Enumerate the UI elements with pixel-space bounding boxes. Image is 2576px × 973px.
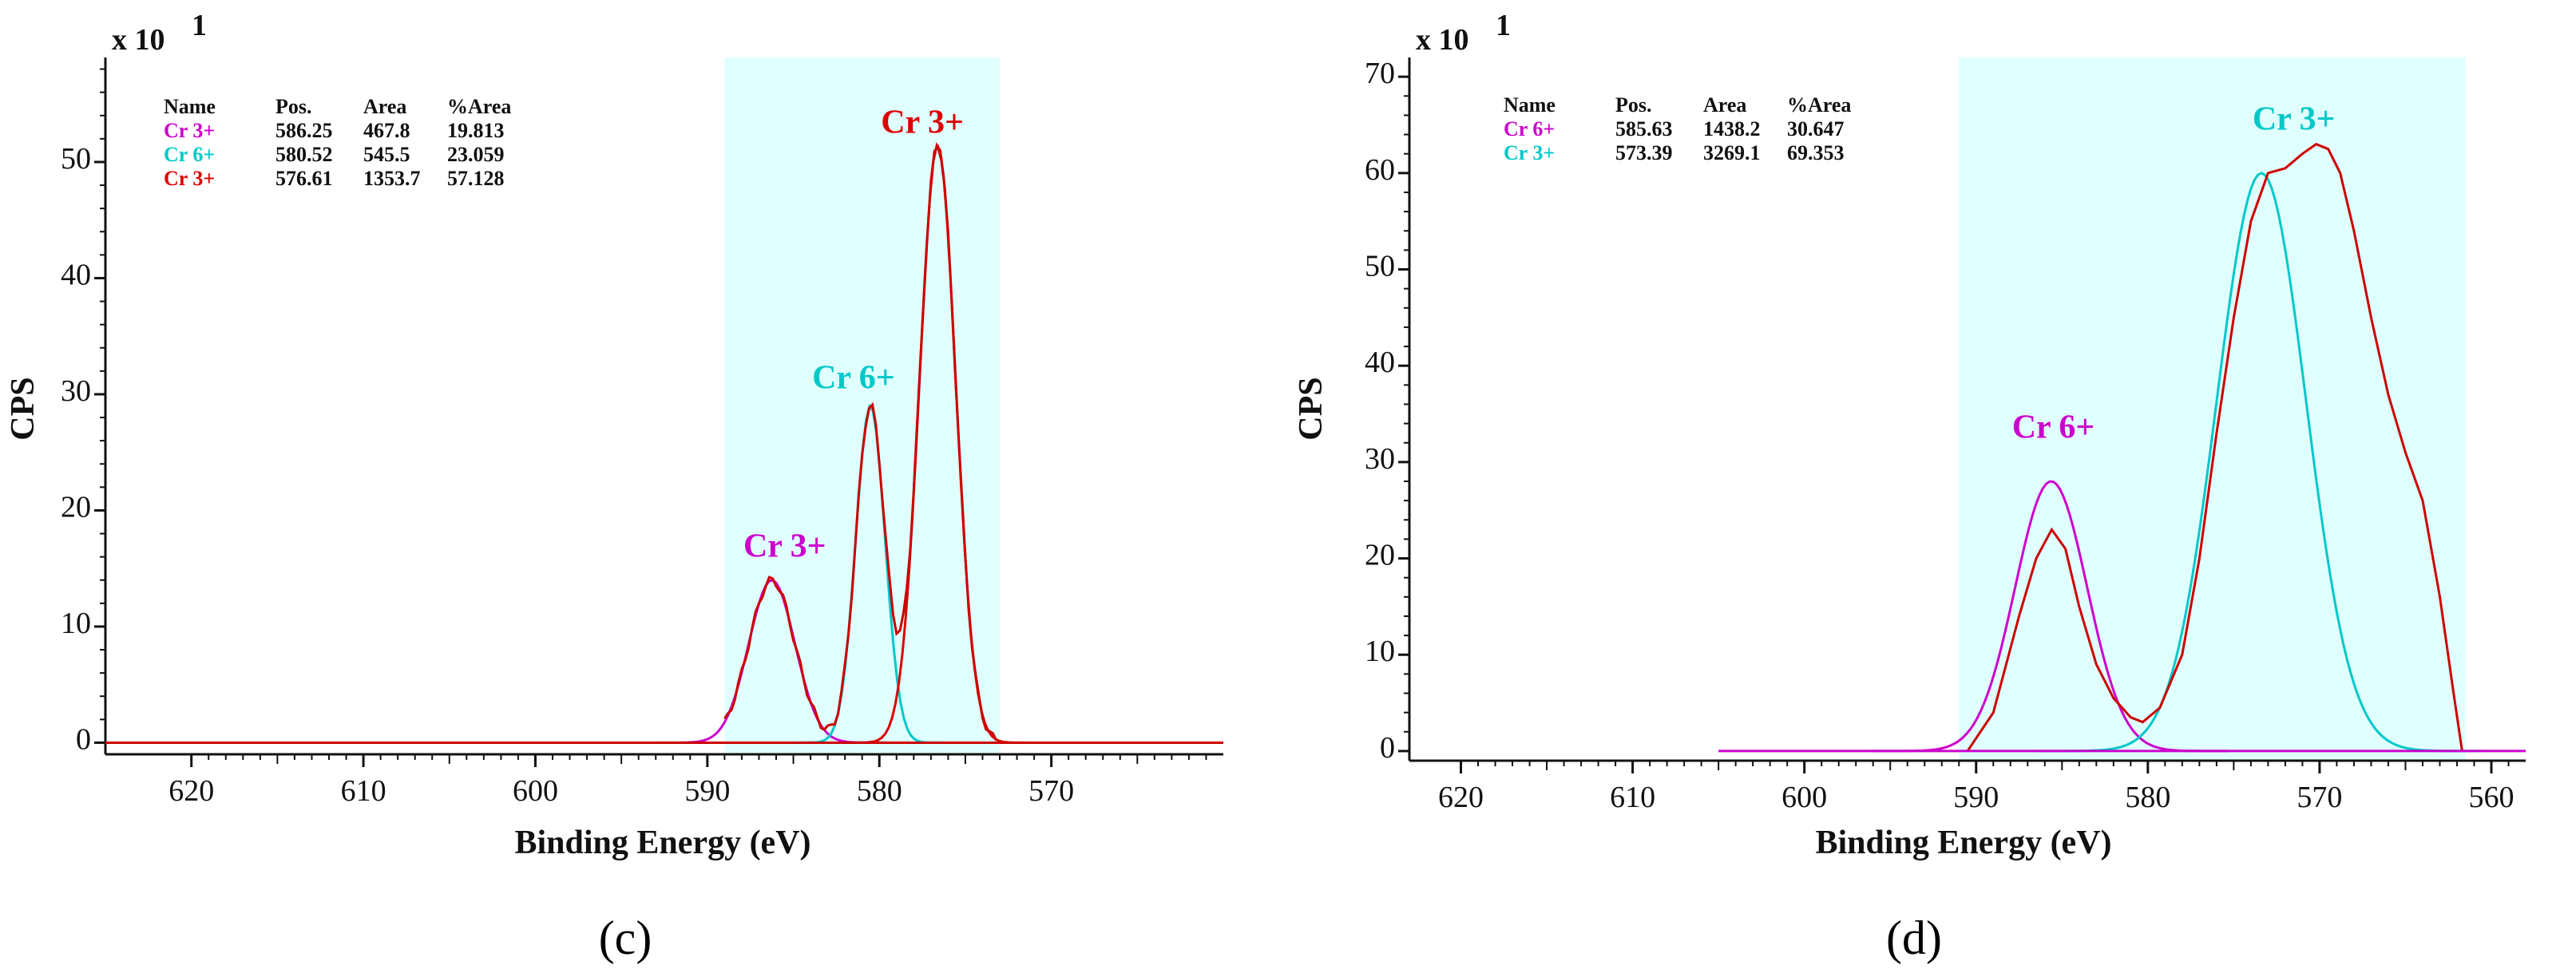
x-tick-label: 620 xyxy=(1438,781,1484,814)
legend-cell-area: 1438.2 xyxy=(1703,117,1761,140)
panel-caption: (c) xyxy=(599,912,652,964)
x-tick-label: 590 xyxy=(684,774,730,808)
legend-cell-name: Cr 3+ xyxy=(164,119,215,142)
chart-panel-c: 0 10 20 30 40 50 620 610 600 590 580 570 Binding Ene… xyxy=(5,9,1223,964)
x-tick-label: 600 xyxy=(513,774,558,808)
peak-annotation: Cr 6+ xyxy=(2012,409,2095,446)
x-axis-title: Binding Energy (eV) xyxy=(1815,825,2111,861)
x-tick-label: 570 xyxy=(1028,774,1074,808)
y-tick-label: 40 xyxy=(1365,346,1395,379)
y-tick-label: 10 xyxy=(1365,635,1395,668)
y-tick-label: 30 xyxy=(61,374,91,408)
legend-cell-area: 1353.7 xyxy=(363,167,421,190)
x-tick-label: 580 xyxy=(857,774,902,808)
x-tick-label: 580 xyxy=(2125,781,2170,814)
legend-cell-pos: 576.61 xyxy=(275,167,333,190)
y-tick-label: 40 xyxy=(61,258,91,291)
x-tick-label: 620 xyxy=(168,774,214,808)
legend-cell-name: Cr 6+ xyxy=(1504,117,1555,140)
y-tick-label: 70 xyxy=(1365,57,1395,90)
x-tick-label: 600 xyxy=(1781,781,1827,814)
highlight-region xyxy=(1959,57,2466,761)
y-tick-label: 0 xyxy=(76,722,91,756)
legend-cell-pos: 573.39 xyxy=(1615,141,1673,164)
y-scale-factor: x 10 xyxy=(1416,23,1469,57)
y-tick-label: 20 xyxy=(1365,539,1395,572)
legend-header: Pos. xyxy=(275,95,312,118)
xps-chart-d: 0 10 20 30 40 50 60 70 620 610 600 590 580 570 560 Bind… xyxy=(1293,9,2526,964)
legend-cell-area: 545.5 xyxy=(363,143,410,166)
peak-annotation: Cr 3+ xyxy=(881,105,964,141)
chart-panel-d: 0 10 20 30 40 50 60 70 620 610 600 590 580 570 560 Bind… xyxy=(1288,0,2576,973)
peak-annotation: Cr 3+ xyxy=(2253,101,2336,138)
y-tick-label: 10 xyxy=(61,607,91,640)
y-scale-factor: x 10 xyxy=(112,23,165,57)
y-tick-label: 60 xyxy=(1365,153,1395,187)
x-tick-label: 570 xyxy=(2297,781,2342,814)
legend-cell-pos: 586.25 xyxy=(275,119,333,142)
legend-cell-pct: 57.128 xyxy=(447,167,505,190)
y-tick-label: 50 xyxy=(1365,250,1395,283)
x-tick-label: 610 xyxy=(1610,781,1655,814)
y-axis-title: CPS xyxy=(1293,377,1330,440)
y-tick-label: 20 xyxy=(61,490,91,524)
legend-cell-area: 467.8 xyxy=(363,119,410,142)
legend-cell-pos: 585.63 xyxy=(1615,117,1673,140)
envelope-line xyxy=(1966,142,2463,752)
legend-cell-name: Cr 6+ xyxy=(164,143,215,166)
legend-header: Name xyxy=(164,95,216,118)
legend-header: Area xyxy=(1703,93,1746,117)
y-axis-title: CPS xyxy=(5,377,42,440)
legend-header: %Area xyxy=(447,95,511,118)
legend-cell-name: Cr 3+ xyxy=(164,167,215,190)
x-tick-label: 610 xyxy=(341,774,386,808)
legend-cell-pct: 30.647 xyxy=(1787,117,1845,140)
envelope-line xyxy=(723,144,998,742)
legend-header: Name xyxy=(1504,93,1556,117)
legend-header: Area xyxy=(363,95,406,118)
panel-caption: (d) xyxy=(1886,912,1942,964)
y-tick-label: 50 xyxy=(61,142,91,176)
component-peak-line-1 xyxy=(2038,172,2482,753)
legend-cell-pct: 23.059 xyxy=(447,143,505,166)
y-tick-label: 0 xyxy=(1380,731,1395,765)
peak-annotation: Cr 6+ xyxy=(812,360,895,397)
highlight-region xyxy=(724,57,1000,754)
xps-chart-c: 0 10 20 30 40 50 620 610 600 590 580 570 Binding Ene… xyxy=(5,9,1223,964)
peak-annotation: Cr 3+ xyxy=(743,528,826,565)
legend-cell-area: 3269.1 xyxy=(1703,141,1761,164)
x-axis-title: Binding Energy (eV) xyxy=(514,825,810,861)
legend-cell-pct: 69.353 xyxy=(1787,141,1845,164)
x-tick-label: 590 xyxy=(1953,781,1999,814)
legend-header: Pos. xyxy=(1615,93,1652,117)
x-tick-label: 560 xyxy=(2468,781,2514,814)
y-tick-label: 30 xyxy=(1365,442,1395,476)
y-scale-exponent: 1 xyxy=(1496,9,1511,42)
legend-cell-pct: 19.813 xyxy=(447,119,505,142)
legend-header: %Area xyxy=(1787,93,1851,117)
legend-cell-name: Cr 3+ xyxy=(1504,141,1555,164)
y-scale-exponent: 1 xyxy=(192,9,207,42)
legend-cell-pos: 580.52 xyxy=(275,143,333,166)
